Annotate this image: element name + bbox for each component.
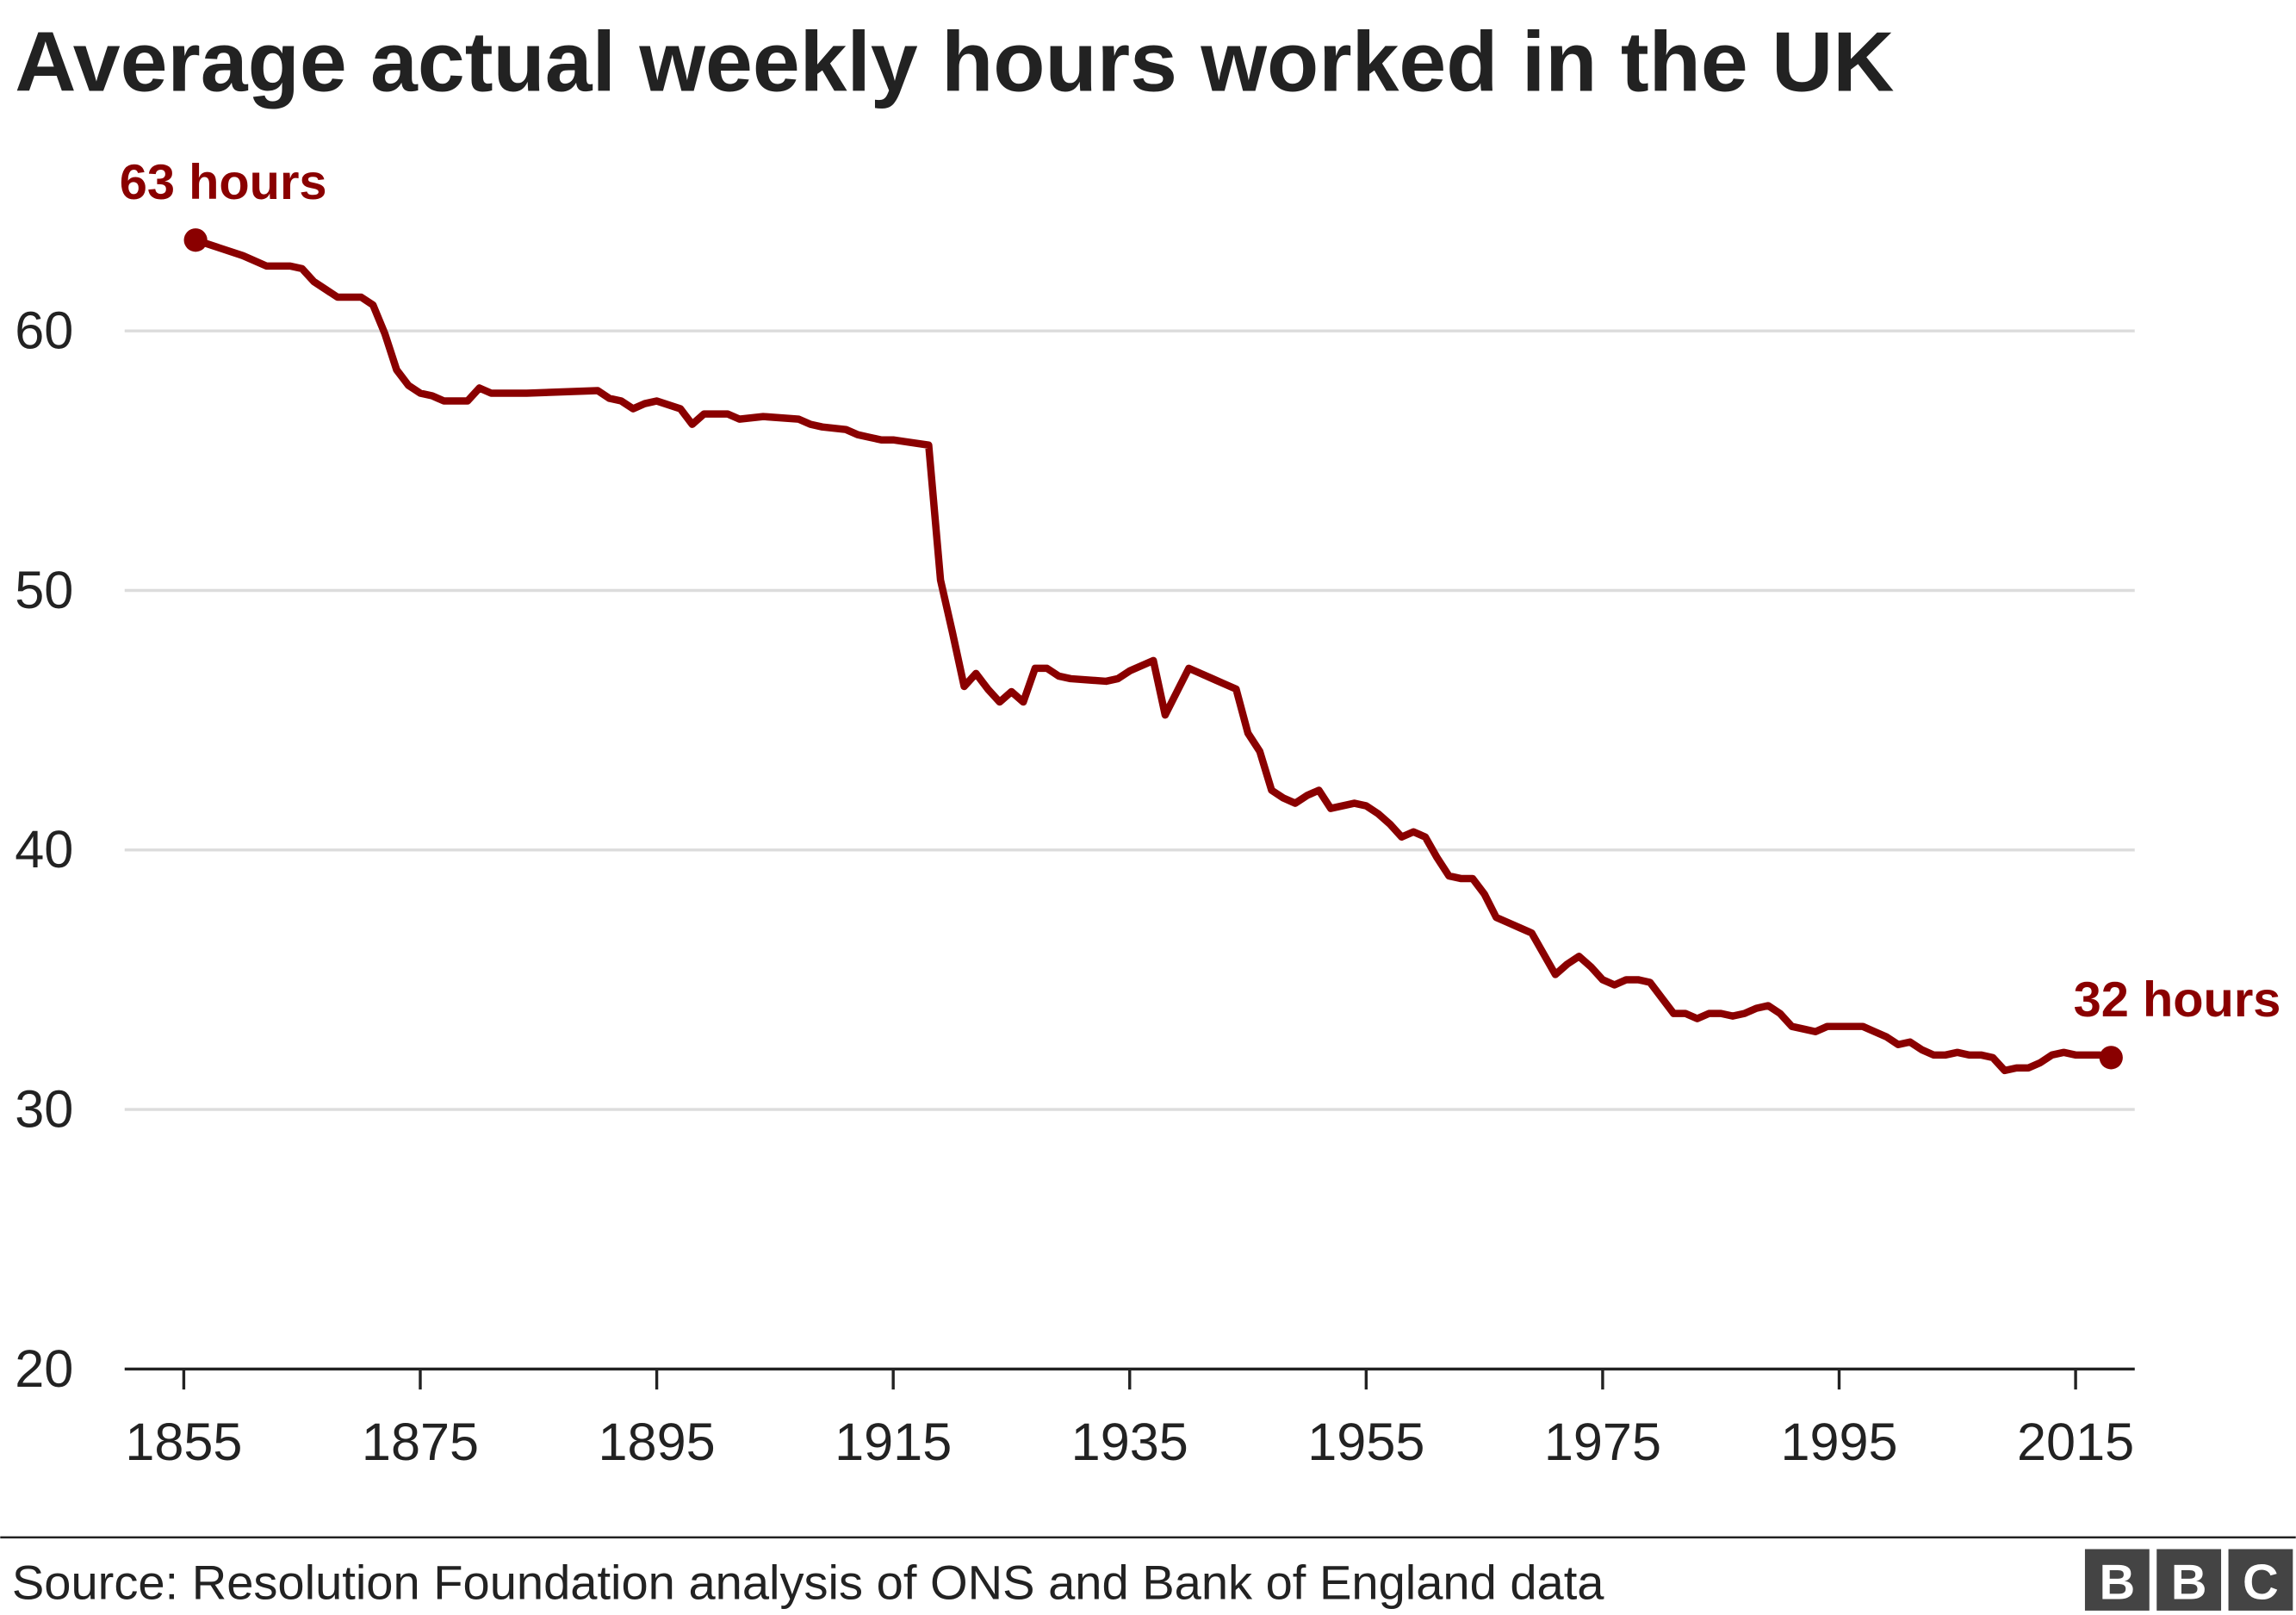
line [194, 236, 2113, 1075]
y-tick-label: 30 [15, 1080, 73, 1139]
x-tick-label: 1955 [1307, 1413, 1424, 1471]
x-tick-label: 2015 [2017, 1413, 2134, 1471]
end-point [2099, 1046, 2123, 1070]
logo-box [2084, 1549, 2150, 1611]
x-tick-label: 1935 [1071, 1413, 1188, 1471]
y-tick-label: 20 [15, 1339, 73, 1398]
logo-letter: C [2243, 1555, 2279, 1610]
source: Source: Resolution Foundation analysis o… [12, 1555, 1604, 1609]
chart-title: Average actual weekly hours worked in th… [15, 14, 1894, 109]
x-tick-label: 1895 [599, 1413, 716, 1471]
x-tick-label: 1975 [1544, 1413, 1661, 1471]
logo-box [2228, 1549, 2293, 1611]
x-tick-label: 1855 [125, 1413, 242, 1471]
x-tick-label: 1995 [1780, 1413, 1897, 1471]
annotation: 63 hours [120, 155, 327, 210]
logo-letter: B [2099, 1555, 2135, 1610]
annotation: 32 hours [2074, 972, 2281, 1028]
y-tick-label: 60 [15, 301, 73, 360]
end-point [183, 228, 208, 252]
x-tick-label: 1915 [835, 1413, 952, 1471]
x-tick-label: 1875 [362, 1413, 479, 1471]
logo-box [2156, 1549, 2222, 1611]
y-tick-label: 40 [15, 820, 73, 879]
y-tick-label: 50 [15, 561, 73, 619]
logo-letter: B [2171, 1555, 2207, 1610]
